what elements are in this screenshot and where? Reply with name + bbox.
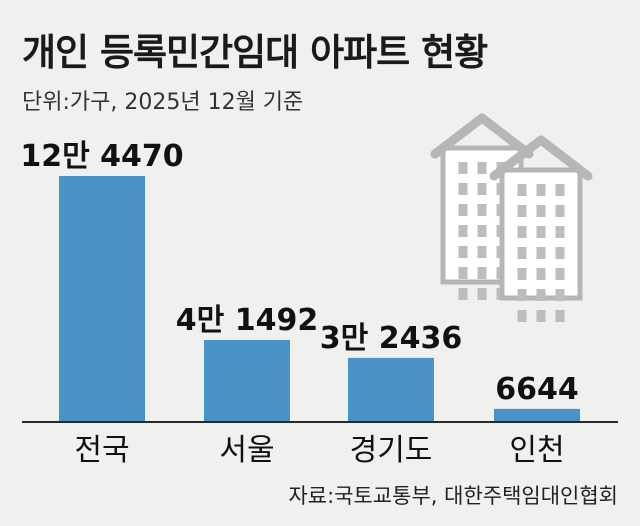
building-front bbox=[489, 135, 593, 322]
category-labels: 전국 서울 경기도 인천 bbox=[74, 433, 564, 468]
chart-subtitle: 단위:가구, 2025년 12월 기준 bbox=[22, 90, 304, 115]
bars bbox=[59, 176, 580, 422]
category-label-3: 경기도 bbox=[350, 433, 433, 468]
bar-1 bbox=[59, 176, 145, 422]
bar-3 bbox=[348, 357, 434, 422]
bar-2 bbox=[204, 339, 290, 422]
value-label-2: 4만 1492 bbox=[176, 303, 318, 338]
category-label-4: 인천 bbox=[509, 433, 564, 468]
value-label-4: 6644 bbox=[495, 372, 579, 407]
category-label-2: 서울 bbox=[219, 433, 274, 468]
chart-title: 개인 등록민간임대 아파트 현황 bbox=[22, 31, 488, 74]
apartment-buildings-icon bbox=[430, 113, 593, 322]
source-note: 자료:국토교통부, 대한주택임대인협회 bbox=[288, 484, 618, 508]
value-label-1: 12만 4470 bbox=[20, 139, 183, 174]
category-label-1: 전국 bbox=[74, 433, 129, 468]
bar-4 bbox=[494, 408, 580, 422]
value-label-3: 3만 2436 bbox=[320, 321, 462, 356]
